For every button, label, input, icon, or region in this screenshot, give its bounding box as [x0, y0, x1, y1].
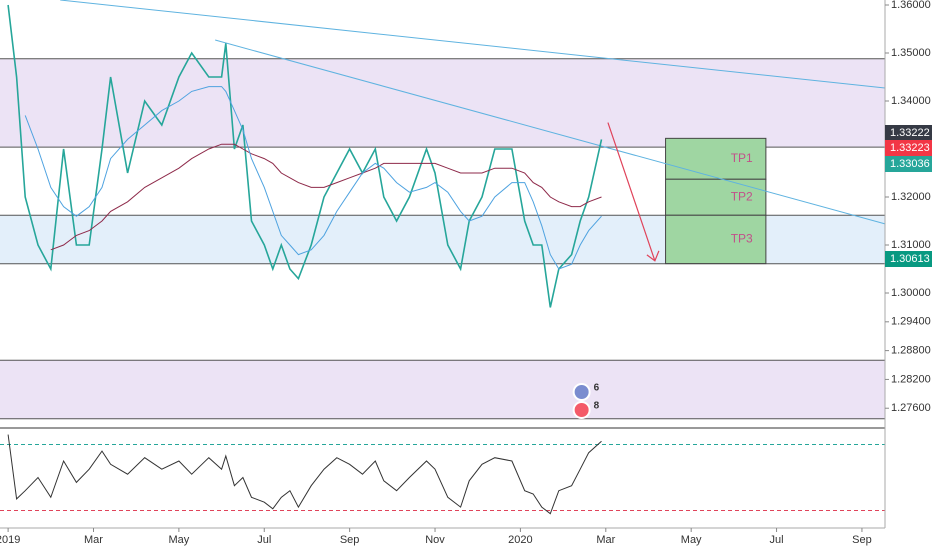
arrow — [607, 122, 656, 262]
trend-line — [215, 39, 886, 225]
y-tick-label: 1.28200 — [891, 373, 931, 385]
target-label: TP1 — [731, 151, 753, 165]
arrow-head — [646, 250, 660, 262]
trend-line — [60, 0, 886, 89]
x-tick-label: Jul — [257, 534, 271, 546]
price-tag — [885, 156, 932, 172]
price-tag — [885, 251, 932, 267]
event-count: 6 — [594, 383, 600, 394]
price-line — [7, 4, 603, 308]
rsi-line — [7, 434, 602, 515]
event-count: 8 — [594, 401, 600, 412]
y-tick-label: 1.35000 — [891, 47, 931, 59]
target-box — [665, 137, 767, 180]
x-tick-label: 2019 — [0, 534, 20, 546]
target-box — [665, 178, 767, 216]
y-tick-label: 1.36000 — [891, 0, 931, 11]
y-tick-label: 1.30000 — [891, 287, 931, 299]
price-line — [24, 86, 602, 270]
target-label: TP2 — [731, 189, 753, 203]
x-tick-label: May — [168, 534, 189, 546]
zone — [0, 360, 885, 419]
price-tag-label: 1.30613 — [890, 253, 930, 265]
x-tick-label: Sep — [852, 534, 872, 546]
x-tick-label: 2020 — [508, 534, 532, 546]
y-tick-label: 1.29400 — [891, 316, 931, 328]
x-tick-label: May — [681, 534, 702, 546]
price-tag — [885, 125, 932, 141]
price-line — [50, 143, 602, 251]
price-tag — [885, 140, 932, 156]
price-tag-label: 1.33222 — [890, 127, 930, 139]
target-label: TP3 — [731, 232, 753, 246]
target-box — [665, 214, 767, 265]
x-tick-label: Jul — [770, 534, 784, 546]
axis-bg — [885, 0, 932, 550]
y-tick-label: 1.34000 — [891, 95, 931, 107]
x-tick-label: Mar — [84, 534, 103, 546]
price-tag-label: 1.33223 — [890, 142, 930, 154]
y-tick-label: 1.27600 — [891, 402, 931, 414]
event-icon — [572, 383, 591, 401]
y-tick-label: 1.32000 — [891, 191, 931, 203]
event-icon — [572, 401, 591, 419]
x-tick-label: Sep — [340, 534, 360, 546]
y-tick-label: 1.31000 — [891, 239, 931, 251]
price-tag-label: 1.33036 — [890, 158, 930, 170]
x-tick-label: Mar — [596, 534, 615, 546]
y-tick-label: 1.28800 — [891, 345, 931, 357]
x-tick-label: Nov — [425, 534, 445, 546]
